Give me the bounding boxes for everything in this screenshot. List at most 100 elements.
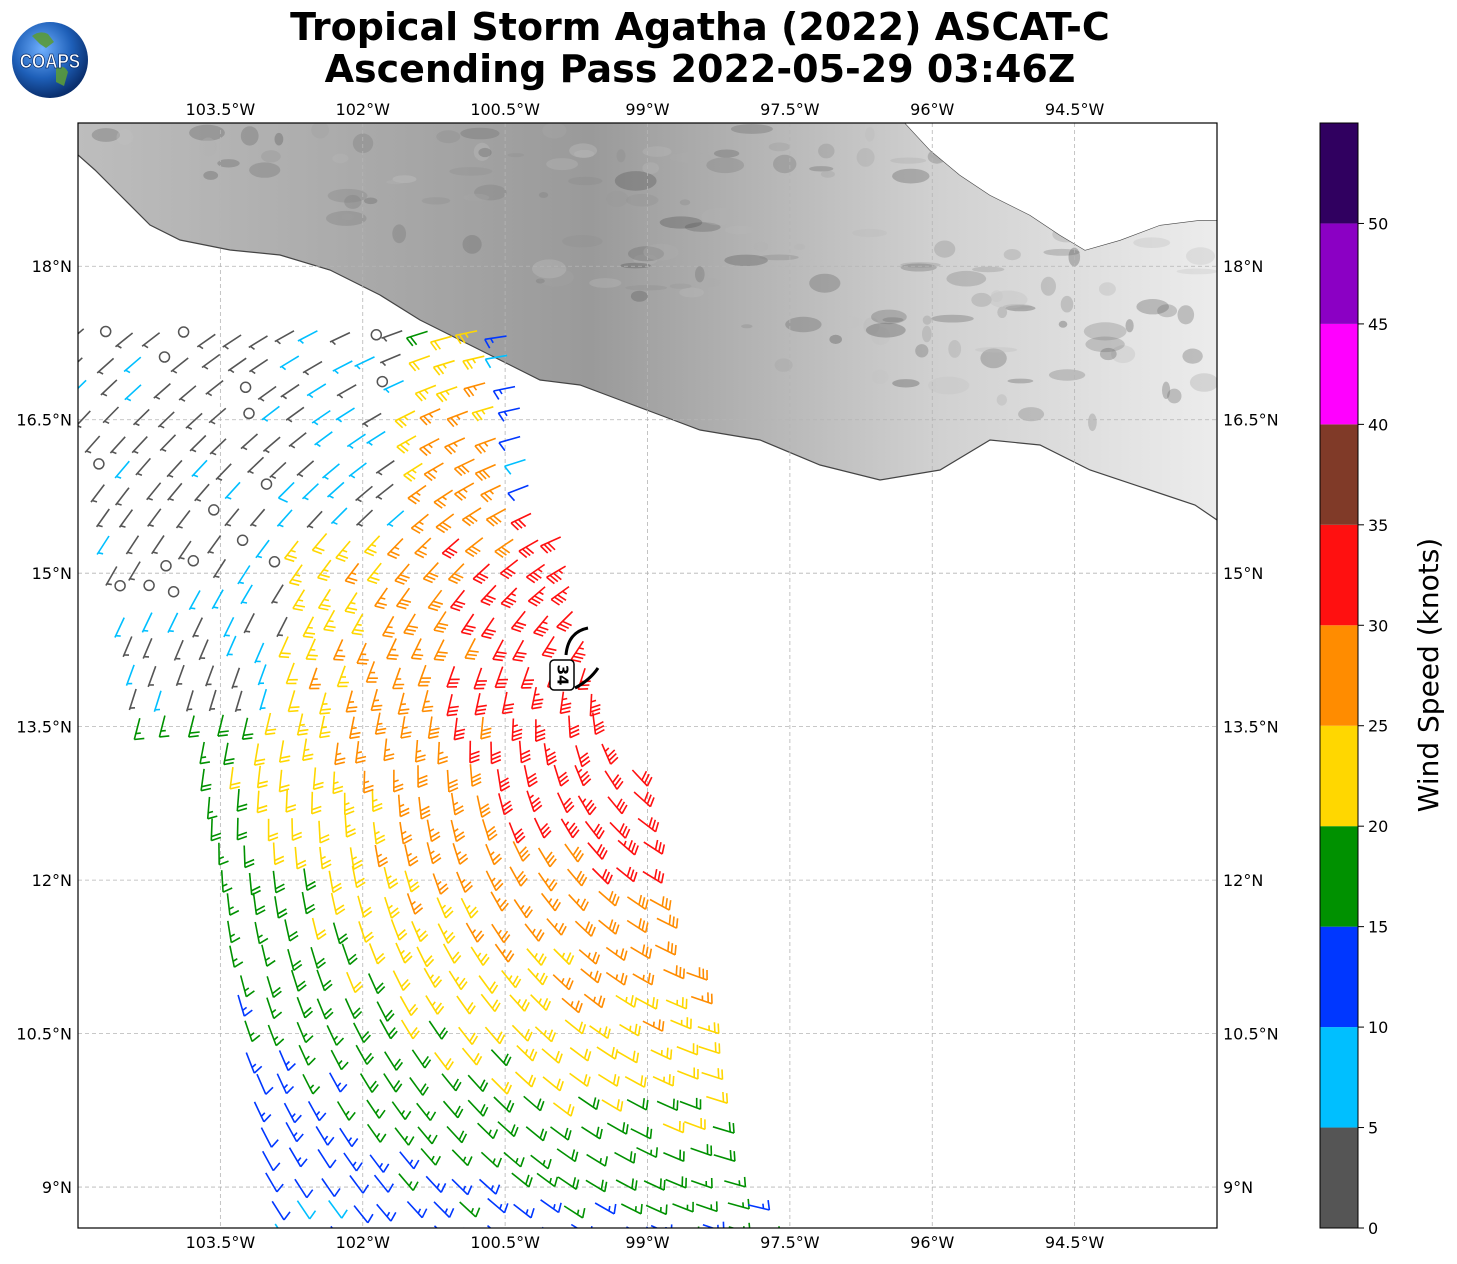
wind-barb (747, 1199, 771, 1211)
colorbar-bin (1320, 323, 1358, 425)
wind-barb (363, 770, 374, 794)
wind-barb (541, 1226, 545, 1228)
wind-barb (346, 433, 366, 449)
lon-tick-label-top: 102°W (336, 100, 391, 119)
wind-barb (550, 1126, 572, 1141)
wind-barb (626, 918, 649, 934)
map-frame (77, 122, 1218, 1229)
wind-barb (206, 796, 218, 820)
relief-patch (311, 123, 329, 139)
wind-barb (311, 409, 331, 426)
wind-barb (365, 661, 378, 683)
wind-barb (630, 944, 653, 960)
wind-barb (177, 326, 190, 338)
relief-patch (1043, 248, 1080, 256)
wind-barb (328, 870, 343, 894)
relief-patch (535, 278, 545, 284)
wind-barb (335, 540, 351, 562)
wind-barb (301, 891, 316, 915)
wind-barb (239, 381, 252, 394)
wind-barb (546, 565, 567, 585)
wind-barb (615, 994, 638, 1008)
wind-barb (314, 431, 333, 448)
wind-barb (662, 1120, 685, 1134)
wind-barb (645, 1204, 668, 1216)
wind-barb (396, 435, 417, 454)
wind-barb (352, 1022, 371, 1044)
wind-barb (636, 1146, 658, 1159)
relief-patch (463, 193, 490, 202)
wind-barb (423, 462, 444, 482)
wind-barb (329, 331, 351, 346)
relief-patch (332, 153, 349, 164)
lon-tick-label-bottom: 94.5°W (1045, 1233, 1105, 1252)
wind-barb (215, 463, 232, 481)
wind-barb (266, 997, 283, 1020)
lon-tick-label-bottom: 102°W (336, 1233, 391, 1252)
relief-patch (871, 309, 907, 325)
wind-barb (649, 896, 672, 911)
relief-patch (659, 216, 703, 229)
relief-patch (642, 146, 672, 157)
wind-barb (609, 821, 631, 839)
wind-barb (663, 1149, 685, 1163)
wind-barb (390, 919, 408, 941)
relief-patch (946, 270, 987, 287)
relief-patch (537, 268, 574, 287)
wind-barb (598, 890, 620, 907)
relief-patch (773, 154, 797, 174)
wind-barb (564, 843, 584, 863)
wind-barb (619, 1023, 641, 1037)
relief-patch (392, 224, 407, 244)
relief-patch (1007, 378, 1034, 384)
relief-patch (900, 263, 937, 272)
wind-barb (355, 1044, 375, 1065)
wind-barb (408, 355, 431, 372)
wind-barb (167, 585, 180, 598)
wind-barb (594, 1202, 617, 1215)
wind-barb (417, 765, 428, 788)
relief-patch (326, 210, 367, 226)
wind-barb (511, 718, 523, 742)
wind-barb (260, 478, 273, 490)
relief-patch (863, 317, 880, 335)
wind-barb (474, 693, 487, 716)
colorbar-tick-label: 25 (1368, 717, 1388, 736)
wind-barb (167, 482, 183, 502)
wind-barb (198, 639, 209, 661)
wind-barb (448, 970, 468, 991)
wind-barb (520, 666, 535, 689)
wind-barb (372, 822, 386, 845)
wind-barb (177, 540, 192, 560)
wind-barb (530, 1154, 552, 1170)
relief-patch (542, 123, 567, 139)
wind-barb (533, 817, 552, 839)
title-line-2: Ascending Pass 2022-05-29 03:46Z (324, 47, 1076, 91)
relief-patch (642, 162, 659, 175)
wind-barb (526, 563, 546, 584)
relief-patch (900, 262, 941, 268)
wind-barb (637, 817, 660, 833)
wind-barb (114, 579, 126, 592)
wind-barb (236, 789, 248, 812)
wind-barb (601, 1099, 624, 1112)
wind-barb (114, 332, 134, 349)
wind-barb (626, 1098, 649, 1111)
lon-tick-label-top: 100.5°W (470, 100, 540, 119)
wind-barb (491, 923, 511, 944)
wind-barb (435, 513, 455, 534)
wind-barb (574, 920, 596, 937)
relief-patch (818, 143, 835, 159)
relief-patch (809, 166, 834, 172)
relief-patch (507, 153, 525, 158)
relief-patch (1018, 407, 1045, 422)
wind-barb (383, 866, 399, 890)
relief-patch (474, 184, 507, 201)
wind-barb (220, 870, 233, 893)
wind-barb (391, 1101, 412, 1120)
wind-barb (302, 1073, 321, 1095)
wind-barb (460, 613, 476, 636)
wind-barb (484, 335, 507, 349)
wind-barb (690, 992, 713, 1005)
wind-barb (124, 384, 142, 402)
